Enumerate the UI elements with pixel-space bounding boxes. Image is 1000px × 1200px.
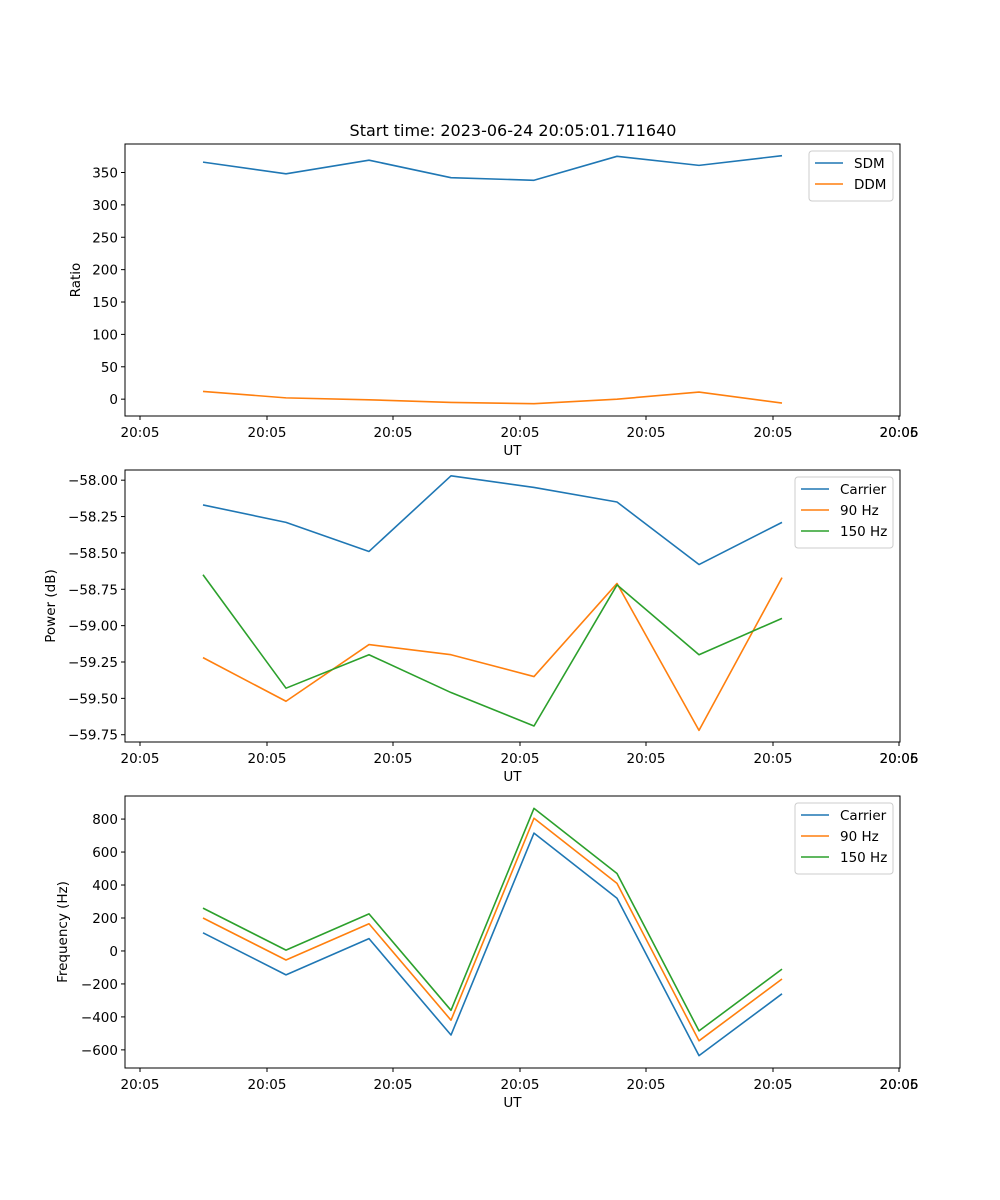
x-tick-label: 20:05 [248,425,287,441]
x-tick-label: 20:06 [880,1077,919,1093]
x-tick-label: 20:05 [501,425,540,441]
y-tick-label: −59.75 [68,728,118,744]
y-tick-label: 150 [92,295,118,311]
legend-label: SDM [854,156,885,172]
y-tick-label: −59.50 [68,691,118,707]
axes-frame [124,795,901,1069]
x-tick-label: 20:05 [754,1077,793,1093]
legend: Carrier 90 Hz 150 Hz [794,802,894,875]
series-line-sdm [202,154,783,182]
y-tick-label: −58.50 [68,546,118,562]
x-axis-label: UT [503,769,522,785]
y-tick-label: 200 [92,263,118,279]
legend-label: Carrier [840,482,887,498]
series-line-carrier [202,832,783,1057]
series-line-90-hz [202,577,783,732]
x-tick-label: 20:05 [880,425,919,441]
x-tick-label: 20:05 [627,425,666,441]
x-tick-label: 20:06 [880,425,919,441]
x-tick-label: 20:05 [880,751,919,767]
x-axis-label: UT [503,443,522,459]
y-axis-label: Ratio [68,263,84,298]
panel-2: −59.75 −59.50 −59.25 −59.00 −58.75 −58.50 −58.… [43,469,919,785]
legend-label: 150 Hz [840,850,887,866]
y-axis-label: Frequency (Hz) [55,881,71,983]
y-tick-label: 250 [92,230,118,246]
x-tick-label: 20:05 [121,751,160,767]
x-tick-label: 20:05 [374,1077,413,1093]
y-tick-label: 350 [92,165,118,181]
y-tick-label: 0 [109,392,118,408]
y-tick-label: −400 [81,1010,118,1026]
series-line-ddm [202,390,783,405]
y-tick-label: −600 [81,1043,118,1059]
x-tick-label: 20:05 [501,1077,540,1093]
y-tick-label: −58.25 [68,510,118,526]
y-tick-label: −58.75 [68,582,118,598]
series-line-150-hz [202,807,783,1032]
axes-frame [124,469,901,743]
legend-label: 90 Hz [840,829,879,845]
x-tick-label: 20:05 [374,751,413,767]
y-tick-label: 300 [92,198,118,214]
x-tick-label: 20:05 [880,1077,919,1093]
x-tick-label: 20:05 [754,751,793,767]
x-tick-label: 20:05 [121,1077,160,1093]
series-line-150-hz [202,574,783,727]
legend-label: 150 Hz [840,524,887,540]
legend-label: Carrier [840,808,887,824]
y-tick-label: −59.25 [68,655,118,671]
y-tick-label: −200 [81,977,118,993]
y-axis-label: Power (dB) [43,569,59,642]
y-tick-label: 400 [92,878,118,894]
y-tick-label: 600 [92,845,118,861]
legend: Carrier 90 Hz 150 Hz [794,476,894,549]
axes-frame [124,143,901,417]
series-line-90-hz [202,817,783,1042]
x-tick-label: 20:05 [627,751,666,767]
y-tick-label: 0 [109,944,118,960]
y-tick-label: 50 [101,360,118,376]
legend-label: DDM [854,177,886,193]
y-tick-label: −59.00 [68,619,118,635]
y-tick-label: 200 [92,911,118,927]
y-tick-label: −58.00 [68,473,118,489]
panel-3: −600 −400 −200 0 200 400 600 800 20:05 20:05 20:05… [55,795,919,1111]
x-tick-label: 20:05 [248,751,287,767]
figure-title: Start time: 2023-06-24 20:05:01.711640 [350,121,677,140]
y-tick-label: 100 [92,327,118,343]
legend: SDM DDM [808,150,894,202]
x-tick-label: 20:05 [121,425,160,441]
y-tick-label: 800 [92,812,118,828]
x-axis-label: UT [503,1095,522,1111]
x-tick-label: 20:05 [374,425,413,441]
series-line-carrier [202,475,783,566]
x-tick-label: 20:05 [754,425,793,441]
x-tick-label: 20:05 [248,1077,287,1093]
x-tick-label: 20:05 [627,1077,666,1093]
x-tick-label: 20:06 [880,751,919,767]
legend-label: 90 Hz [840,503,879,519]
x-tick-label: 20:05 [501,751,540,767]
